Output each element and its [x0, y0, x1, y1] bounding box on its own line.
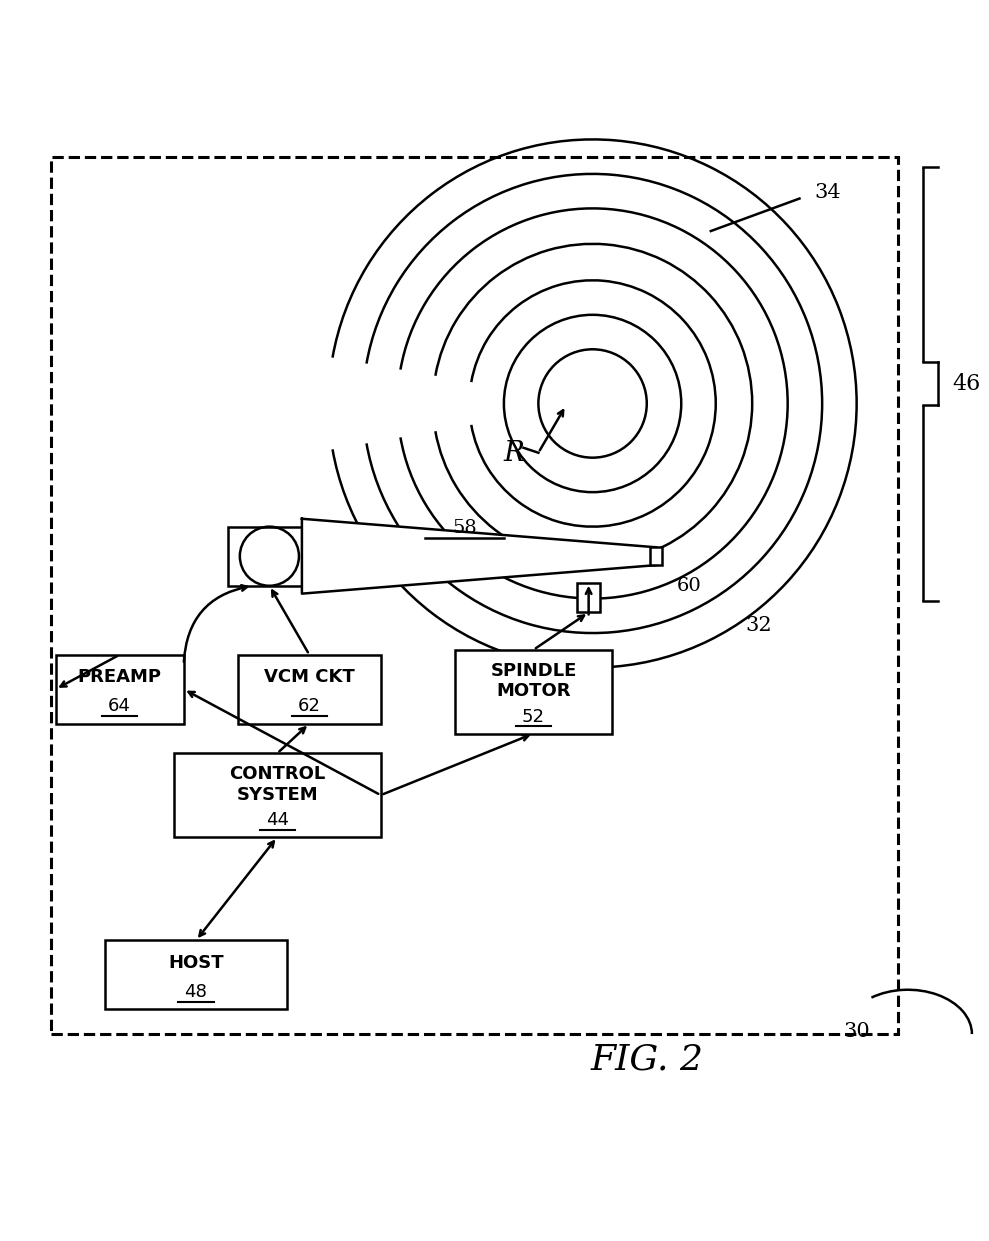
Text: 64: 64 [108, 697, 131, 715]
Bar [50, 158, 898, 1034]
Text: 52: 52 [521, 707, 545, 726]
Text: 32: 32 [745, 616, 771, 635]
Text: HOST: HOST [168, 953, 224, 972]
Text: SPINDLE: SPINDLE [490, 661, 577, 679]
Text: 44: 44 [266, 810, 289, 829]
Text: 46: 46 [951, 374, 980, 395]
Text: 34: 34 [814, 182, 841, 201]
Bar [227, 527, 316, 586]
Bar [650, 547, 662, 566]
Text: PREAMP: PREAMP [77, 668, 161, 685]
Text: 62: 62 [298, 697, 320, 715]
Bar [174, 753, 381, 838]
Bar [237, 655, 381, 724]
Text: 60: 60 [676, 577, 701, 594]
Text: SYSTEM: SYSTEM [236, 786, 317, 803]
Bar [577, 583, 600, 613]
Text: VCM CKT: VCM CKT [264, 668, 354, 685]
Polygon shape [302, 519, 657, 594]
Text: 48: 48 [185, 983, 208, 1000]
Text: MOTOR: MOTOR [495, 681, 571, 700]
Text: 30: 30 [844, 1021, 870, 1041]
Bar [454, 650, 612, 733]
Text: FIG. 2: FIG. 2 [590, 1041, 703, 1076]
Bar [105, 941, 287, 1009]
Text: 58: 58 [452, 519, 477, 537]
Text: R: R [503, 439, 524, 467]
Bar [55, 655, 184, 724]
Text: CONTROL: CONTROL [229, 764, 325, 783]
